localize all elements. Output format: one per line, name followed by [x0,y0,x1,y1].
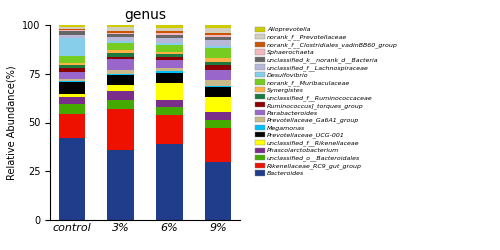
Bar [156,54,182,57]
Bar [204,37,232,40]
Bar [204,162,232,220]
Bar [108,109,134,150]
Bar [156,31,182,33]
Bar [108,150,134,220]
Bar [58,38,86,56]
Bar [108,42,134,50]
Bar [58,82,86,94]
Y-axis label: Relative Abundance(%): Relative Abundance(%) [6,65,16,180]
Bar [156,100,182,107]
Bar [156,57,182,60]
Bar [204,87,232,97]
Bar [58,25,86,27]
Bar [204,80,232,86]
Bar [108,31,134,33]
Bar [156,116,182,143]
Bar [108,59,134,70]
Bar [108,25,134,27]
Bar [58,72,86,79]
Bar [156,68,182,71]
Title: genus: genus [124,8,166,22]
Bar [108,91,134,100]
Bar [108,40,134,42]
Bar [204,40,232,46]
Bar [156,33,182,35]
Bar [204,25,232,28]
Legend: Alloprevotella, norank_f__Prevotellaceae, norank_f__Clostridiales_vadinBB60_grou: Alloprevotella, norank_f__Prevotellaceae… [252,24,400,178]
Bar [204,112,232,120]
Bar [156,45,182,52]
Bar [204,97,232,112]
Bar [204,70,232,80]
Bar [204,48,232,58]
Bar [58,94,86,97]
Bar [204,62,232,65]
Bar [108,75,134,86]
Bar [58,79,86,81]
Bar [108,70,134,74]
Bar [204,128,232,162]
Bar [58,30,86,31]
Bar [58,31,86,34]
Bar [108,33,134,34]
Bar [156,28,182,31]
Bar [156,60,182,68]
Bar [58,81,86,82]
Bar [58,56,86,63]
Bar [58,34,86,38]
Bar [156,108,182,116]
Bar [58,104,86,114]
Bar [156,25,182,28]
Bar [204,28,232,32]
Bar [156,38,182,43]
Bar [58,65,86,68]
Bar [204,58,232,62]
Bar [156,35,182,38]
Bar [108,34,134,37]
Bar [58,138,86,220]
Bar [204,65,232,70]
Bar [108,50,134,53]
Bar [156,73,182,83]
Bar [204,46,232,48]
Bar [156,144,182,220]
Bar [108,74,134,75]
Bar [58,97,86,104]
Bar [204,32,232,35]
Bar [156,83,182,100]
Bar [108,57,134,59]
Bar [108,53,134,57]
Bar [58,29,86,30]
Bar [58,63,86,65]
Bar [204,35,232,37]
Bar [204,86,232,87]
Bar [156,71,182,73]
Bar [156,43,182,45]
Bar [108,100,134,109]
Bar [156,52,182,54]
Bar [204,120,232,128]
Bar [108,37,134,40]
Bar [58,27,86,29]
Bar [58,68,86,72]
Bar [58,114,86,138]
Bar [108,86,134,91]
Bar [108,27,134,31]
